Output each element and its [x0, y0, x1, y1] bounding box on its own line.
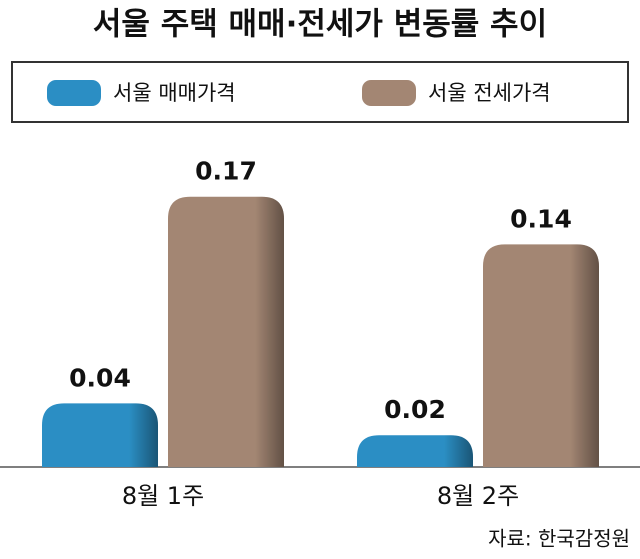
chart-title: 서울 주택 매매·전세가 변동률 추이	[93, 7, 547, 43]
bar-shade	[357, 435, 473, 467]
value-label: 0.02	[384, 395, 446, 424]
value-label: 0.17	[195, 157, 257, 186]
bar-shade	[42, 403, 158, 467]
legend-label: 서울 전세가격	[428, 81, 551, 105]
x-tick-label: 8월 2주	[437, 482, 519, 510]
bar-shade	[483, 244, 599, 467]
legend-swatch	[47, 80, 101, 106]
legend-swatch	[362, 80, 416, 106]
source: 자료: 한국감정원	[488, 527, 630, 551]
value-label: 0.04	[69, 363, 131, 392]
legend-box	[11, 61, 629, 123]
x-tick-label: 8월 1주	[122, 482, 204, 510]
bar-shade	[168, 196, 284, 467]
value-label: 0.14	[510, 204, 572, 233]
legend-label: 서울 매매가격	[113, 81, 236, 105]
